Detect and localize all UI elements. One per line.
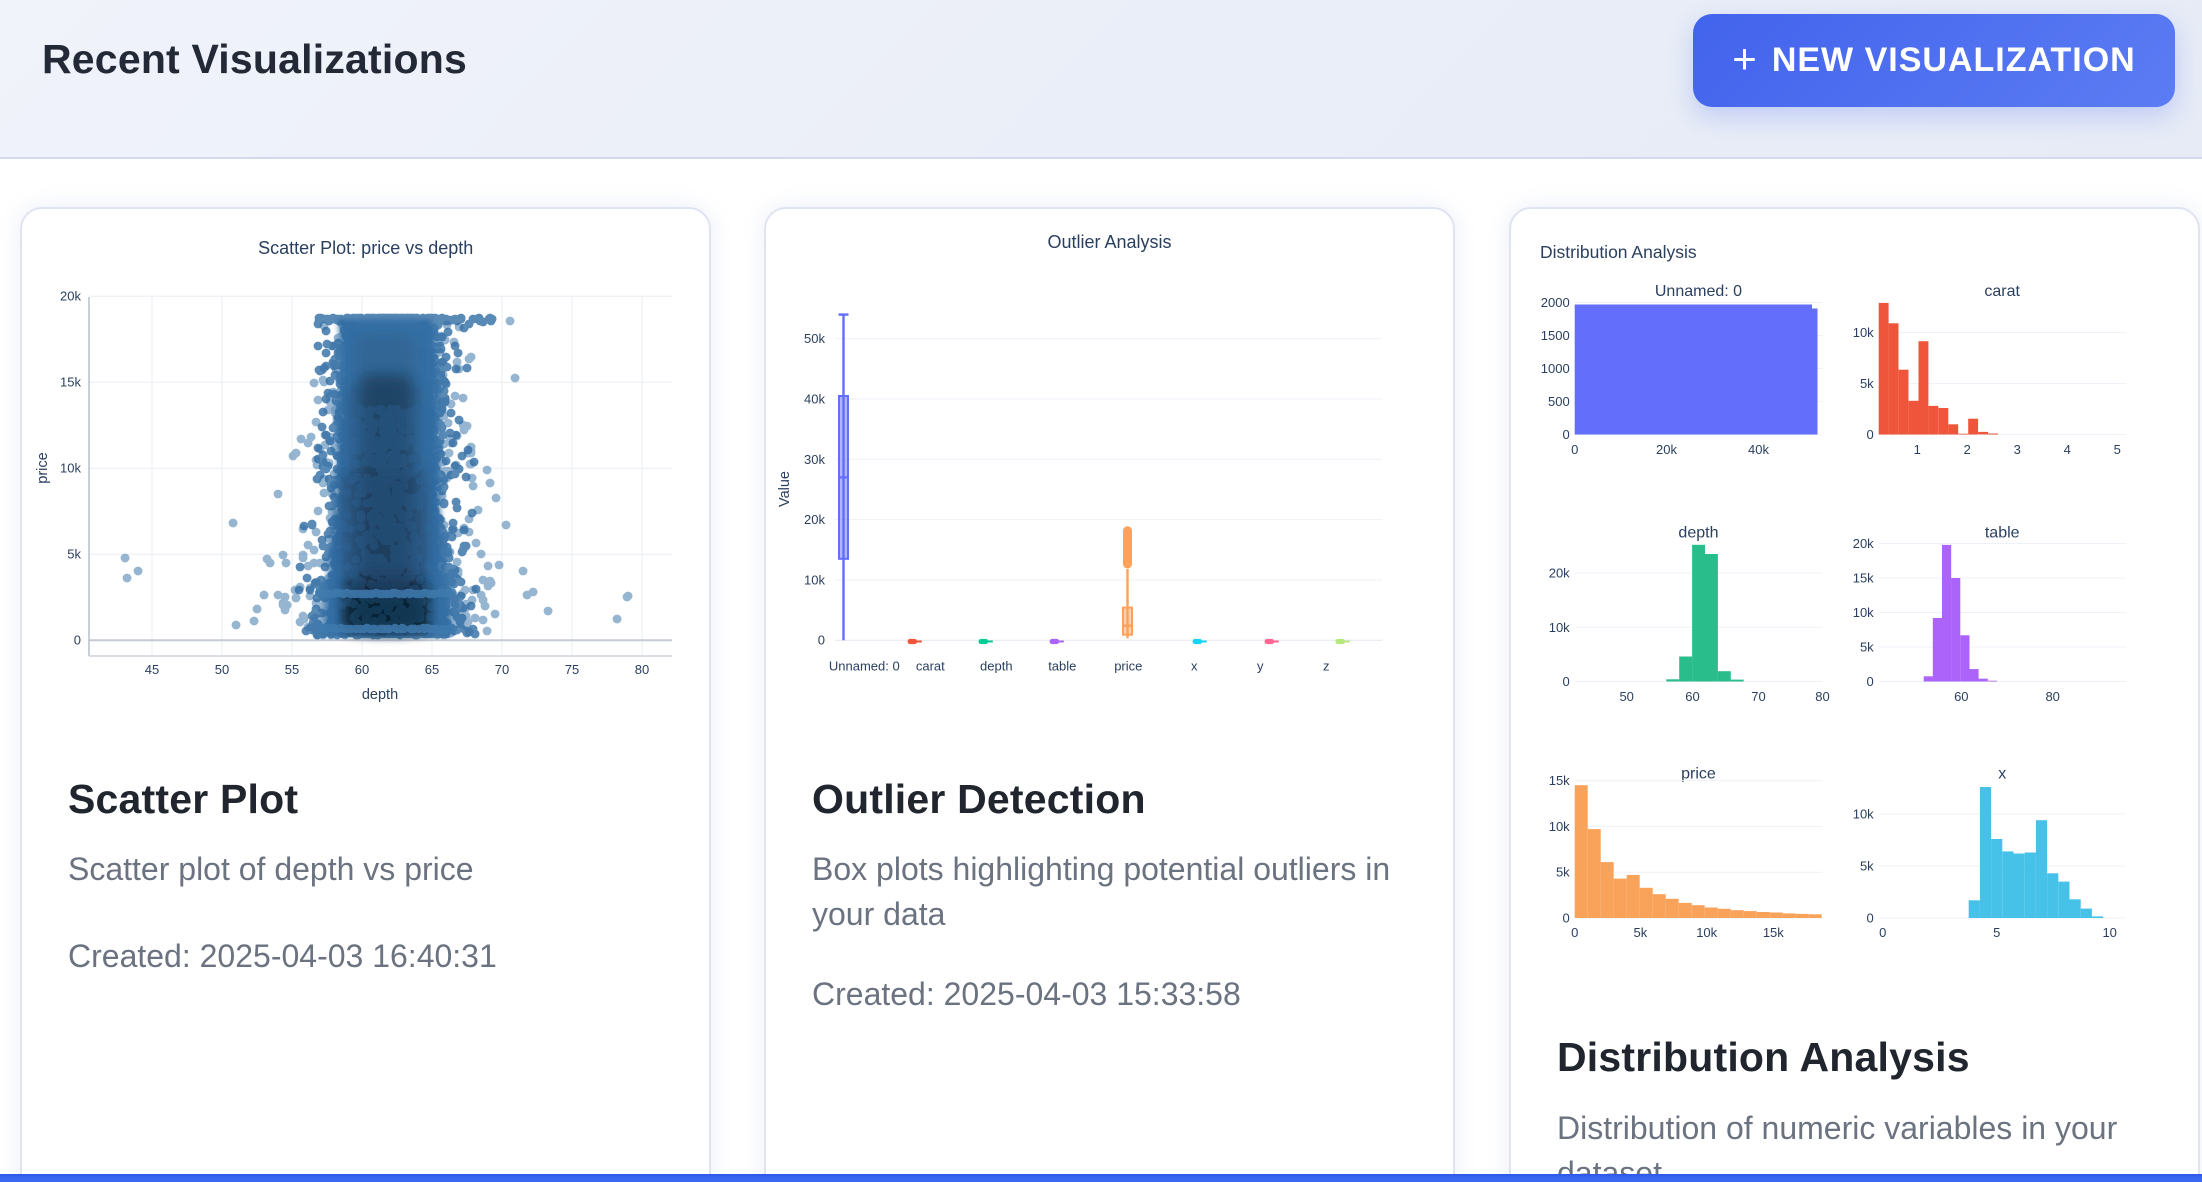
svg-text:4: 4 [2064,442,2071,457]
svg-text:20k: 20k [1549,566,1570,581]
svg-text:20k: 20k [1853,536,1874,551]
svg-text:500: 500 [1548,394,1570,409]
svg-text:price: price [1681,766,1716,783]
svg-text:1500: 1500 [1541,328,1570,343]
svg-text:60: 60 [1685,689,1699,704]
svg-text:55: 55 [285,662,299,677]
svg-text:10k: 10k [1853,325,1874,340]
svg-text:75: 75 [565,662,579,677]
svg-text:0: 0 [1571,442,1578,457]
svg-text:10k: 10k [1853,605,1874,620]
svg-text:50k: 50k [804,331,825,346]
svg-text:80: 80 [1815,689,1829,704]
svg-text:5k: 5k [1860,640,1874,655]
svg-text:70: 70 [1751,689,1765,704]
svg-text:10k: 10k [1549,620,1570,635]
svg-text:70: 70 [495,662,509,677]
svg-text:50: 50 [215,662,229,677]
svg-text:10k: 10k [60,461,81,476]
svg-text:0: 0 [74,633,81,648]
svg-text:5k: 5k [1634,925,1648,940]
svg-text:20k: 20k [804,512,825,527]
svg-text:10k: 10k [1549,819,1570,834]
svg-text:price: price [1114,659,1142,674]
svg-text:0: 0 [1562,911,1569,926]
svg-text:x: x [1191,659,1198,674]
svg-text:1: 1 [1914,442,1921,457]
svg-text:65: 65 [425,662,439,677]
svg-text:50: 50 [1619,689,1633,704]
svg-text:0: 0 [1866,427,1873,442]
svg-text:80: 80 [2045,689,2059,704]
svg-text:0: 0 [1879,925,1886,940]
svg-text:20k: 20k [60,289,81,304]
svg-text:10k: 10k [1696,925,1717,940]
svg-text:2000: 2000 [1541,295,1570,310]
svg-text:15k: 15k [60,375,81,390]
svg-text:0: 0 [1866,911,1873,926]
svg-text:15k: 15k [1853,571,1874,586]
svg-text:table: table [1048,659,1076,674]
svg-text:carat: carat [1984,283,2020,300]
svg-text:Unnamed: 0: Unnamed: 0 [829,659,900,674]
svg-text:20k: 20k [1656,442,1677,457]
svg-text:5k: 5k [1556,865,1570,880]
svg-text:5: 5 [1993,925,2000,940]
svg-text:1000: 1000 [1541,361,1570,376]
svg-text:3: 3 [2014,442,2021,457]
svg-text:10k: 10k [1853,807,1874,822]
svg-text:60: 60 [355,662,369,677]
svg-text:Outlier Analysis: Outlier Analysis [1047,232,1171,252]
svg-text:5: 5 [2114,442,2121,457]
svg-text:0: 0 [1571,925,1578,940]
svg-text:10k: 10k [804,572,825,587]
svg-text:5k: 5k [1860,859,1874,874]
svg-text:0: 0 [818,633,825,648]
svg-text:15k: 15k [1763,925,1784,940]
svg-text:5k: 5k [67,547,81,562]
svg-text:table: table [1985,525,2020,542]
svg-text:Distribution Analysis: Distribution Analysis [1540,242,1697,262]
svg-text:30k: 30k [804,452,825,467]
svg-text:15k: 15k [1549,773,1570,788]
svg-text:0: 0 [1562,674,1569,689]
svg-text:carat: carat [916,659,945,674]
svg-text:depth: depth [1678,525,1718,542]
svg-text:5k: 5k [1860,376,1874,391]
svg-text:0: 0 [1866,674,1873,689]
svg-text:Unnamed: 0: Unnamed: 0 [1655,283,1742,300]
svg-text:40k: 40k [804,392,825,407]
svg-text:2: 2 [1964,442,1971,457]
svg-text:10: 10 [2102,925,2116,940]
svg-text:depth: depth [362,687,398,703]
svg-text:0: 0 [1562,427,1569,442]
svg-text:x: x [1998,766,2006,783]
svg-text:60: 60 [1954,689,1968,704]
svg-text:Value: Value [777,471,793,507]
svg-text:z: z [1323,659,1330,674]
svg-text:price: price [35,452,51,483]
svg-text:depth: depth [980,659,1013,674]
svg-text:80: 80 [635,662,649,677]
svg-text:Scatter Plot: price vs depth: Scatter Plot: price vs depth [258,238,473,258]
svg-text:40k: 40k [1748,442,1769,457]
svg-text:y: y [1257,659,1264,674]
svg-text:45: 45 [145,662,159,677]
